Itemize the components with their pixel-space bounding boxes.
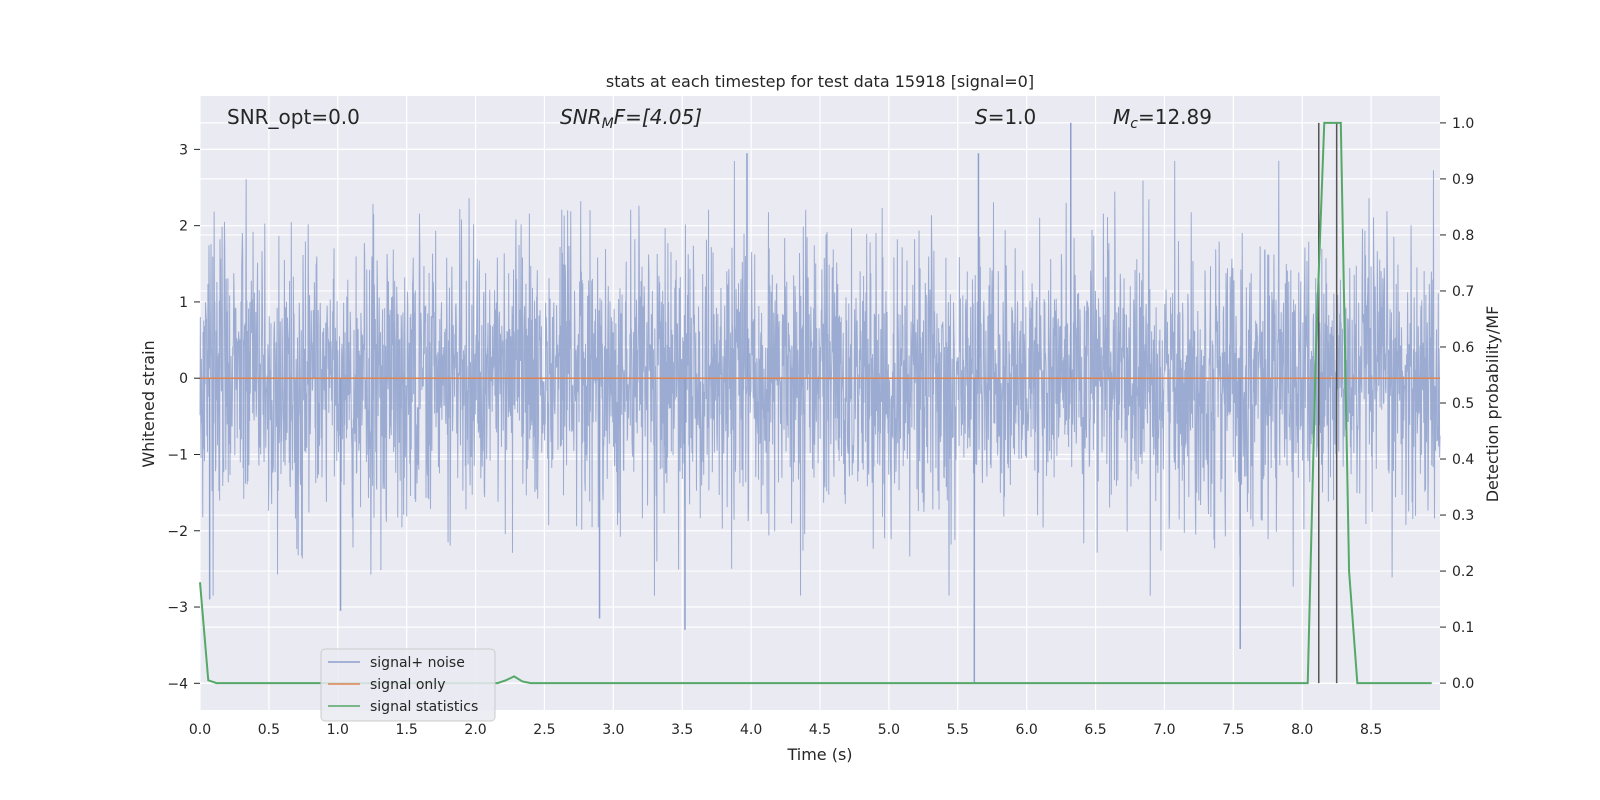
y-axis-right-label: Detection probability/MF: [1483, 306, 1502, 503]
y-tick-label: 3: [179, 142, 188, 158]
y-right-tick-label: 0.2: [1452, 564, 1474, 580]
legend-entry-noise: signal+ noise: [370, 655, 465, 671]
annotation-snr-mf-subscript: M: [602, 116, 614, 132]
legend-entry-signal: signal only: [370, 677, 445, 693]
y-tick-label: −4: [167, 676, 188, 692]
y-tick-label: 2: [179, 219, 188, 235]
y-right-tick-label: 1.0: [1452, 116, 1474, 132]
y-right-tick-label: 0.3: [1452, 508, 1474, 524]
y-right-tick-label: 0.4: [1452, 452, 1474, 468]
stats-line: [199, 121, 1432, 685]
x-tick-label: 8.0: [1291, 722, 1313, 738]
y-right-tick-label: 0.9: [1452, 172, 1474, 188]
x-tick-label: 5.5: [947, 722, 969, 738]
annotation-mc-value: =12.89: [1138, 105, 1212, 129]
x-tick-label: 6.5: [1084, 722, 1106, 738]
noise-line: [199, 160, 1441, 596]
x-axis-ticks: 0.0 0.5 1.0 1.5 2.0 2.5 3.0 3.5 4.0 4.5 5.0 5.5 6.0 6…: [189, 722, 1382, 738]
annotation-mc-symbol: M: [1113, 105, 1130, 129]
chart-title: stats at each timestep for test data 159…: [606, 72, 1034, 91]
annotation-s: S=1.0: [975, 105, 1036, 129]
x-tick-label: 4.5: [809, 722, 831, 738]
y-axis-ticks: 3 2 1 0 −1 −2 −3 −4: [167, 142, 200, 692]
x-tick-label: 2.5: [533, 722, 555, 738]
x-tick-label: 6.0: [1016, 722, 1038, 738]
y-right-tick-label: 0.1: [1452, 620, 1474, 636]
noise-series: [199, 122, 1441, 684]
x-tick-label: 3.0: [602, 722, 624, 738]
x-tick-label: 8.5: [1360, 722, 1382, 738]
x-tick-label: 0.0: [189, 722, 211, 738]
y-right-tick-label: 0.8: [1452, 228, 1474, 244]
y-right-tick-label: 0.5: [1452, 396, 1474, 412]
annotation-s-symbol: S: [975, 105, 988, 129]
x-tick-label: 4.0: [740, 722, 762, 738]
annotation-snr-mf: SNRMF=[4.05]: [560, 105, 702, 132]
annotation-mc: Mc=12.89: [1113, 105, 1212, 132]
y-axis-label: Whitened strain: [139, 340, 158, 467]
x-tick-label: 7.5: [1222, 722, 1244, 738]
y-tick-label: 1: [179, 295, 188, 311]
legend-entry-stats: signal statistics: [370, 699, 478, 715]
legend: signal+ noise signal only signal statist…: [320, 648, 496, 722]
vertical-markers: [1318, 122, 1338, 684]
x-tick-label: 1.0: [327, 722, 349, 738]
x-tick-label: 1.5: [396, 722, 418, 738]
x-tick-label: 5.0: [878, 722, 900, 738]
y-right-tick-label: 0.7: [1452, 284, 1474, 300]
annotation-snr-mf-value: F=[4.05]: [614, 105, 702, 129]
y-tick-label: −1: [167, 447, 188, 463]
y-right-tick-label: 0.6: [1452, 340, 1474, 356]
y-axis-right-ticks: 1.0 0.9 0.8 0.7 0.6 0.5 0.4 0.3 0.2 0.1 0.0: [1440, 116, 1474, 692]
annotation-s-value: =1.0: [988, 105, 1037, 129]
x-axis-label: Time (s): [786, 745, 852, 764]
stats-series: [199, 121, 1432, 685]
x-tick-label: 7.0: [1153, 722, 1175, 738]
annotation-mc-subscript: c: [1130, 116, 1138, 132]
y-tick-label: −2: [167, 524, 188, 540]
x-tick-label: 3.5: [671, 722, 693, 738]
legend-box: [320, 648, 496, 722]
annotation-snr-opt: SNR_opt=0.0: [227, 105, 360, 129]
y-tick-label: −3: [167, 600, 188, 616]
x-tick-label: 0.5: [258, 722, 280, 738]
y-tick-label: 0: [179, 371, 188, 387]
annotation-snr-mf-symbol: SNR: [560, 105, 602, 129]
y-right-tick-label: 0.0: [1452, 676, 1474, 692]
x-tick-label: 2.0: [464, 722, 486, 738]
